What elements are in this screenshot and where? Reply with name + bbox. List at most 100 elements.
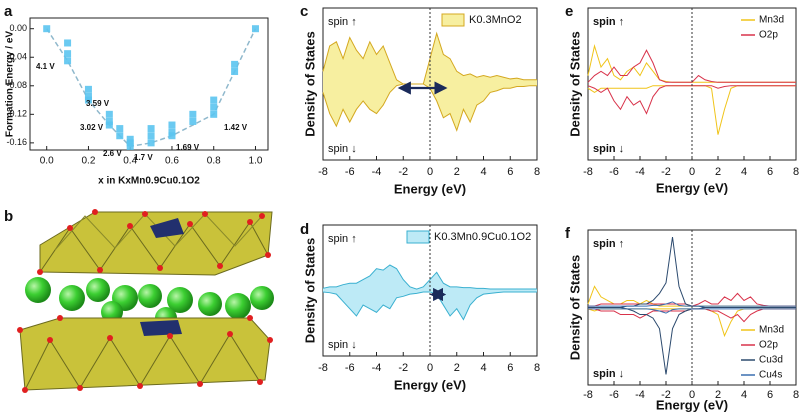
- data-point: [84, 96, 92, 104]
- spin-up-label: spin ↑: [593, 238, 624, 250]
- legend-label: K0.3MnO2: [469, 14, 522, 26]
- plot-frame: [29, 17, 269, 151]
- x-tick-label: 8: [534, 362, 540, 374]
- dos-line: [587, 49, 796, 83]
- x-tick-label: 6: [507, 166, 513, 178]
- data-point: [84, 92, 92, 100]
- x-tick-label: 2: [454, 362, 460, 374]
- x-tick-label: -4: [635, 166, 645, 178]
- panel-letter: e: [565, 3, 573, 20]
- data-point: [126, 139, 134, 147]
- legend-swatch: [441, 13, 465, 27]
- data-point: [147, 139, 155, 147]
- x-tick-label: 0.0: [40, 156, 54, 167]
- spin-down-label: spin ↓: [593, 368, 624, 380]
- x-tick-label: 6: [767, 389, 773, 401]
- oxygen-atoms: [37, 209, 271, 275]
- annotation: 3.59 V: [86, 99, 110, 108]
- y-tick-label: -0.08: [6, 80, 27, 90]
- x-tick-label: 4: [480, 362, 486, 374]
- x-tick-label: 6: [767, 166, 773, 178]
- cu-site: [140, 320, 182, 336]
- dos-line: [588, 308, 796, 314]
- hull-line: [46, 28, 257, 148]
- x-tick-label: 0.8: [207, 156, 221, 167]
- x-tick-label: 2: [715, 166, 721, 178]
- data-point: [210, 110, 218, 118]
- x-axis-label: Energy (eV): [394, 377, 466, 392]
- legend-swatch: [406, 230, 430, 244]
- x-tick-label: -8: [583, 166, 593, 178]
- data-point: [64, 50, 72, 58]
- data-point: [189, 117, 197, 125]
- y-tick-label: -0.04: [6, 52, 27, 62]
- x-tick-label: -2: [661, 389, 671, 401]
- x-tick-label: 0: [689, 166, 695, 178]
- x-tick-label: 8: [793, 166, 799, 178]
- panel-letter: a: [4, 3, 13, 20]
- x-tick-label: 0: [427, 362, 433, 374]
- y-tick-label: 0.00: [9, 23, 27, 33]
- legend-label: Cu4s: [759, 370, 782, 381]
- x-tick-label: 4: [480, 166, 486, 178]
- panel-letter: c: [300, 3, 308, 20]
- dos-area: [323, 33, 537, 84]
- x-axis-label: Energy (eV): [656, 397, 728, 412]
- x-tick-label: 0.2: [82, 156, 96, 167]
- x-axis-label: x in KxMn0.9Cu0.1O2: [98, 176, 200, 187]
- data-point: [105, 121, 113, 129]
- data-point: [43, 25, 51, 33]
- data-point: [189, 110, 197, 118]
- data-point: [64, 39, 72, 47]
- panel-letter: f: [565, 225, 571, 242]
- legend-label: K0.3Mn0.9Cu0.1O2: [434, 231, 531, 243]
- y-axis-label: Density of States: [567, 255, 582, 360]
- x-tick-label: 0: [427, 166, 433, 178]
- data-point: [210, 96, 218, 104]
- data-point: [168, 121, 176, 129]
- potassium-atoms: [25, 277, 274, 329]
- data-point: [251, 25, 259, 33]
- dos-area: [323, 84, 537, 131]
- x-tick-label: -8: [318, 166, 328, 178]
- x-tick-label: 4: [741, 166, 747, 178]
- x-tick-label: -8: [318, 362, 328, 374]
- x-tick-label: 1.0: [249, 156, 263, 167]
- panel-letter: b: [4, 208, 13, 225]
- data-point: [147, 132, 155, 140]
- x-tick-label: -6: [609, 166, 619, 178]
- data-point: [231, 68, 239, 76]
- spin-up-label: spin ↑: [593, 16, 624, 28]
- legend-label: Mn3d: [759, 325, 784, 336]
- x-tick-label: 0.6: [165, 156, 179, 167]
- y-tick-label: -0.16: [6, 137, 27, 147]
- annotation: 1.42 V: [224, 123, 248, 132]
- x-tick-label: 4: [741, 389, 747, 401]
- x-tick-label: -2: [398, 362, 408, 374]
- annotation: 3.02 V: [80, 123, 104, 132]
- x-tick-label: 2: [454, 166, 460, 178]
- spin-down-label: spin ↓: [328, 143, 357, 155]
- x-tick-label: 8: [793, 389, 799, 401]
- x-tick-label: -6: [609, 389, 619, 401]
- y-axis-label: Density of States: [302, 31, 317, 136]
- legend-label: O2p: [759, 30, 778, 41]
- y-axis-label: Density of States: [302, 238, 317, 343]
- dos-line: [322, 31, 537, 85]
- data-point: [84, 85, 92, 93]
- x-tick-label: 2: [715, 389, 721, 401]
- data-point: [126, 142, 134, 150]
- spin-up-label: spin ↑: [328, 16, 357, 28]
- data-point: [168, 132, 176, 140]
- annotation: 4.1 V: [36, 62, 55, 71]
- x-tick-label: -2: [398, 166, 408, 178]
- data-point: [231, 60, 239, 68]
- data-point: [147, 125, 155, 133]
- data-point: [64, 57, 72, 65]
- data-point: [116, 132, 124, 140]
- dos-line: [322, 264, 537, 290]
- x-tick-label: -4: [372, 362, 382, 374]
- annotation: 1.69 V: [176, 143, 200, 152]
- panel-letter: d: [300, 221, 309, 238]
